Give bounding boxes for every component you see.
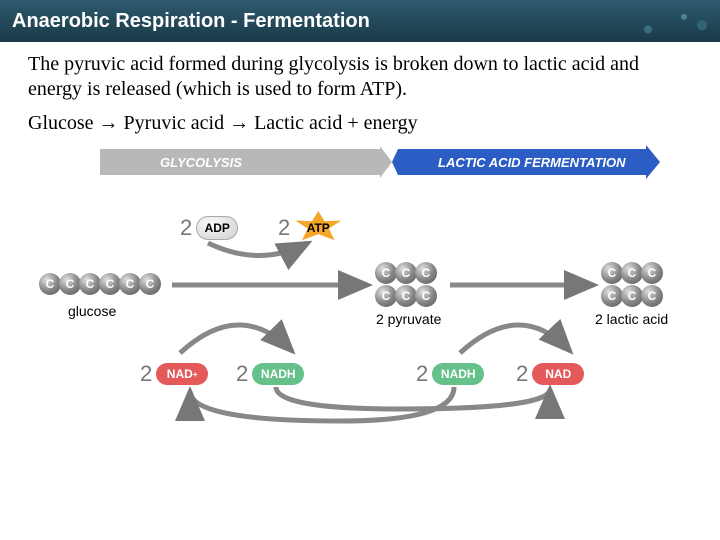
equation-line: Glucose → Pyruvic acid → Lactic acid + e… bbox=[0, 106, 720, 143]
header-bar: Anaerobic Respiration - Fermentation bbox=[0, 0, 720, 42]
reaction-arrows bbox=[40, 143, 680, 443]
body-paragraph: The pyruvic acid formed during glycolysi… bbox=[0, 42, 720, 106]
fermentation-diagram: GLYCOLYSIS LACTIC ACID FERMENTATION C C … bbox=[40, 143, 680, 443]
page-title: Anaerobic Respiration - Fermentation bbox=[12, 10, 370, 33]
